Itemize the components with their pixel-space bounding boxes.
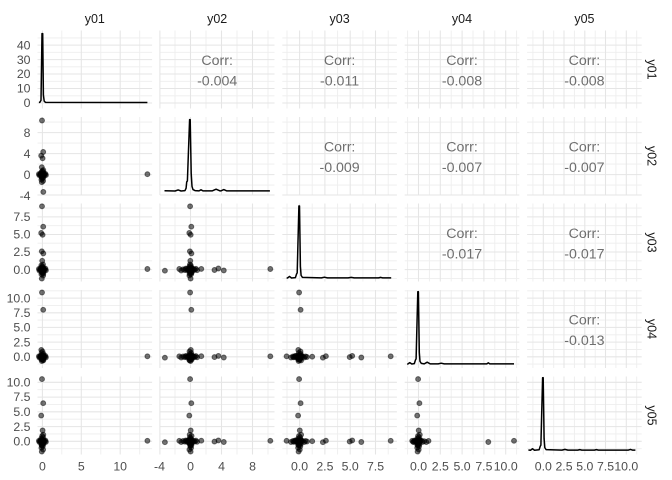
svg-text:-0.008: -0.008 (442, 74, 482, 90)
svg-text:2.5: 2.5 (13, 245, 30, 259)
svg-text:10.0: 10.0 (7, 291, 31, 305)
svg-text:y01: y01 (645, 59, 659, 79)
svg-text:-0.011: -0.011 (320, 74, 359, 90)
svg-text:0.0: 0.0 (410, 460, 427, 474)
svg-text:-0.013: -0.013 (564, 333, 604, 349)
svg-text:10.0: 10.0 (494, 460, 518, 474)
svg-text:Corr:: Corr: (446, 226, 478, 242)
svg-text:0.0: 0.0 (13, 263, 30, 277)
svg-text:0.0: 0.0 (291, 460, 308, 474)
svg-text:7.5: 7.5 (13, 306, 30, 320)
svg-text:5.0: 5.0 (342, 460, 359, 474)
svg-text:-4: -4 (154, 460, 165, 474)
svg-text:y05: y05 (645, 405, 659, 425)
svg-text:Corr:: Corr: (569, 53, 601, 69)
svg-text:Corr:: Corr: (446, 53, 478, 69)
svg-text:-0.004: -0.004 (197, 74, 237, 90)
svg-text:Corr:: Corr: (569, 312, 601, 328)
svg-text:-0.007: -0.007 (564, 160, 604, 176)
svg-text:8: 8 (249, 460, 256, 474)
svg-text:-4: -4 (20, 189, 31, 203)
svg-text:5.0: 5.0 (576, 460, 593, 474)
svg-text:0.0: 0.0 (13, 350, 30, 364)
svg-text:y03: y03 (330, 12, 350, 26)
svg-text:Corr:: Corr: (569, 139, 601, 155)
svg-text:2.5: 2.5 (555, 460, 572, 474)
svg-text:2.5: 2.5 (316, 460, 333, 474)
svg-text:5.0: 5.0 (13, 405, 30, 419)
svg-text:Corr:: Corr: (324, 139, 356, 155)
svg-text:7.5: 7.5 (475, 460, 492, 474)
svg-text:0: 0 (187, 460, 194, 474)
svg-text:10: 10 (113, 460, 127, 474)
svg-text:2.5: 2.5 (13, 335, 30, 349)
svg-text:y02: y02 (645, 146, 659, 166)
svg-text:5: 5 (78, 460, 85, 474)
svg-text:7.5: 7.5 (13, 390, 30, 404)
svg-text:4: 4 (218, 460, 225, 474)
svg-text:2.5: 2.5 (432, 460, 449, 474)
svg-text:0.0: 0.0 (13, 435, 30, 449)
svg-text:0.0: 0.0 (535, 460, 552, 474)
svg-text:10.0: 10.0 (7, 376, 31, 390)
svg-text:40: 40 (17, 38, 31, 52)
svg-text:y02: y02 (207, 12, 227, 26)
svg-text:Corr:: Corr: (569, 226, 601, 242)
svg-text:0: 0 (24, 96, 31, 110)
svg-text:30: 30 (17, 53, 31, 67)
svg-text:5.0: 5.0 (454, 460, 471, 474)
svg-text:0: 0 (24, 168, 31, 182)
svg-text:-0.009: -0.009 (319, 160, 359, 176)
svg-text:-0.008: -0.008 (564, 74, 604, 90)
svg-text:8: 8 (24, 126, 31, 140)
svg-text:4: 4 (24, 147, 31, 161)
svg-text:7.5: 7.5 (13, 210, 30, 224)
svg-text:y03: y03 (645, 232, 659, 252)
svg-text:7.5: 7.5 (597, 460, 614, 474)
svg-text:2.5: 2.5 (13, 420, 30, 434)
svg-text:-0.017: -0.017 (442, 247, 482, 263)
svg-text:-0.017: -0.017 (564, 247, 604, 263)
svg-text:Corr:: Corr: (446, 139, 478, 155)
svg-text:y01: y01 (85, 12, 105, 26)
svg-text:y05: y05 (574, 12, 594, 26)
svg-text:5.0: 5.0 (13, 228, 30, 242)
svg-text:y04: y04 (452, 12, 472, 26)
svg-text:0: 0 (39, 460, 46, 474)
svg-text:10.0: 10.0 (614, 460, 638, 474)
svg-text:Corr:: Corr: (201, 53, 233, 69)
svg-text:5.0: 5.0 (13, 321, 30, 335)
svg-text:Corr:: Corr: (324, 53, 356, 69)
svg-text:y04: y04 (645, 319, 659, 339)
svg-text:-0.007: -0.007 (442, 160, 482, 176)
svg-text:7.5: 7.5 (367, 460, 384, 474)
svg-text:10: 10 (17, 82, 31, 96)
svg-text:20: 20 (17, 67, 31, 81)
